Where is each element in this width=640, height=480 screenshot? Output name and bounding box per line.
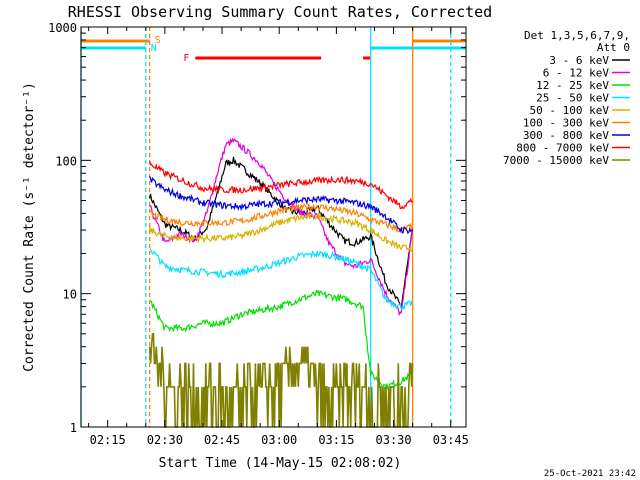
series-line [149, 203, 413, 233]
y-axis: 1 10 100 1000 [48, 21, 466, 435]
series-line [149, 212, 414, 253]
legend-label: 6 - 12 keV [543, 67, 610, 80]
x-tick-label: 03:00 [261, 433, 297, 447]
legend-header-line-1: Det 1,3,5,6,7,9, [524, 29, 630, 42]
legend-label: 800 - 7000 keV [516, 142, 609, 155]
series-line [148, 332, 414, 428]
x-tick-label: 02:15 [90, 433, 126, 447]
x-tick-label: 03:30 [376, 433, 412, 447]
legend-header-line-2: Att 0 [597, 41, 630, 54]
y-tick-label: 10 [63, 288, 77, 302]
legend-label: 300 - 800 keV [523, 129, 609, 142]
x-tick-label: 02:45 [204, 433, 240, 447]
x-tick-label: 03:45 [433, 433, 469, 447]
chart-title: RHESSI Observing Summary Count Rates, Co… [68, 3, 492, 21]
x-tick-label: 03:15 [318, 433, 354, 447]
x-tick-label: 02:30 [147, 433, 183, 447]
legend-label: 12 - 25 keV [536, 79, 609, 92]
legend-label: 7000 - 15000 keV [503, 154, 609, 167]
plot-frame [80, 26, 467, 428]
legend-label: 100 - 300 keV [523, 117, 609, 130]
footer-date: 25-Oct-2021 23:42 [544, 469, 636, 479]
y-tick-label: 1 [70, 421, 77, 435]
x-axis-label: Start Time (14-May-15 02:08:02) [159, 456, 402, 471]
series-line [149, 137, 414, 317]
night-label: N [151, 43, 157, 54]
flag-indicators: SN F [81, 35, 466, 64]
saa-label: S [155, 35, 161, 46]
series-line [149, 289, 414, 391]
legend-label: 50 - 100 keV [530, 104, 610, 117]
series-line [149, 175, 414, 235]
x-axis: 02:15 02:30 02:45 03:00 03:15 03:30 03:45 [88, 27, 469, 447]
legend-label: 25 - 50 keV [536, 92, 609, 105]
series-group [148, 137, 414, 428]
y-tick-label: 100 [55, 154, 77, 168]
legend-label: 3 - 6 keV [549, 54, 609, 67]
flare-label: F [183, 53, 189, 64]
y-tick-label: 1000 [48, 21, 77, 35]
series-line [149, 248, 414, 311]
y-axis-label: Corrected Count Rate (s⁻¹ detector⁻¹) [22, 82, 37, 372]
series-line [149, 161, 413, 210]
